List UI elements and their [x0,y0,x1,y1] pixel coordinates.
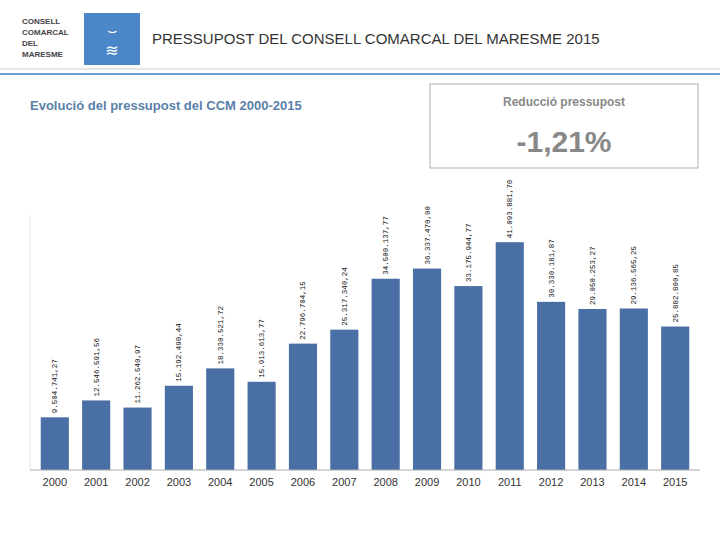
bar [496,242,524,470]
data-label: 30.330.181,87 [548,239,556,298]
bar [537,302,565,470]
bars [41,242,689,470]
x-tick-label: 2014 [622,476,646,488]
x-axis-line [30,470,700,471]
x-tick-label: 2008 [373,476,397,488]
data-label: 34.500.137,77 [382,216,390,275]
data-label: 41.093.881,70 [506,179,514,238]
bar [289,344,317,470]
y-axis-line [30,215,31,470]
logo: CONSELL COMARCAL DEL MARESME ⌣≋ [22,13,140,65]
logo-symbol: ≋ [105,41,118,60]
info-box: Reducció pressupost -1,21% [430,84,698,168]
bar [413,269,441,470]
logo-text: DEL [22,39,38,48]
x-tick-label: 2015 [663,476,687,488]
data-label: 18.330.521,72 [217,306,225,365]
info-box-value: -1,21% [516,125,611,158]
x-tick-label: 2006 [291,476,315,488]
bar [620,308,648,470]
header-rule [0,69,720,70]
logo-text: CONSELL [22,17,60,26]
x-tick-label: 2004 [208,476,232,488]
logo-text: COMARCAL [22,28,69,37]
bar [578,309,606,470]
logo-symbol: ⌣ [107,21,118,40]
data-label: 9.504.741,27 [51,359,59,413]
x-tick-label: 2013 [580,476,604,488]
data-label: 22.796.704,15 [299,281,307,340]
bar [248,382,276,470]
bar [454,286,482,470]
x-tick-label: 2003 [167,476,191,488]
data-label: 11.262.540,97 [134,345,142,404]
bar [206,368,234,470]
info-box-title: Reducció pressupost [503,95,625,109]
bar [661,327,689,470]
data-label: 36.337.470,00 [424,206,432,265]
bar [123,408,151,470]
data-label: 33.175.944,77 [465,224,473,283]
data-label: 29.136.565,25 [630,245,638,304]
background [0,0,720,540]
logo-text: MARESME [22,50,64,59]
info-box-frame [430,84,698,168]
x-tick-label: 2000 [43,476,67,488]
x-tick-label: 2002 [125,476,149,488]
x-tick-label: 2011 [498,476,522,488]
bar [165,386,193,470]
bar [330,330,358,470]
x-tick-label: 2005 [249,476,273,488]
x-tick-label: 2012 [539,476,563,488]
data-label: 12.546.591,56 [93,337,101,396]
bar [41,417,69,470]
bar [372,279,400,470]
header-rule [0,73,720,75]
data-label: 25.317.340,24 [341,267,349,326]
x-tick-label: 2010 [456,476,480,488]
data-labels: 9.504.741,27 12.546.591,56 11.262.540,97 15… [51,179,679,413]
logo-box [84,13,140,65]
data-label: 25.882.800,85 [672,264,680,323]
x-tick-label: 2007 [332,476,356,488]
x-ticks: 2000 2001 2002 2003 2004 2005 2006 2007 2008 2009… [43,476,688,488]
x-tick-label: 2001 [84,476,108,488]
x-tick-label: 2009 [415,476,439,488]
data-label: 15.913.613,77 [258,319,266,378]
subtitle: Evolució del pressupost del CCM 2000-201… [30,98,302,113]
bar [82,400,110,470]
data-label: 15.192.490,44 [175,323,183,382]
title: PRESSUPOST DEL CONSELL COMARCAL DEL MARE… [152,30,600,47]
data-label: 29.050.253,27 [589,246,597,305]
chart: CONSELL COMARCAL DEL MARESME ⌣≋ PRESSUPOST DE… [0,0,720,540]
